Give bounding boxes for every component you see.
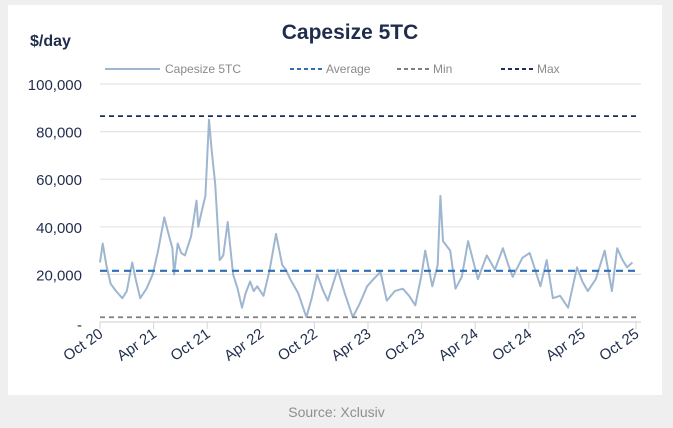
y-tick-label: 100,000 — [28, 77, 82, 94]
legend-label: Max — [537, 62, 560, 76]
y-axis-label: $/day — [30, 33, 71, 50]
series-line-capesize-5tc — [99, 118, 634, 319]
legend-label: Min — [433, 62, 452, 76]
legend-label: Average — [326, 62, 371, 76]
y-tick-label: 40,000 — [36, 220, 82, 237]
chart-title: Capesize 5TC — [282, 21, 419, 44]
y-tick-label: 60,000 — [36, 172, 82, 189]
source-note: Source: Xclusiv — [288, 404, 385, 420]
y-tick-label: 80,000 — [36, 125, 82, 142]
legend-label: Capesize 5TC — [165, 62, 241, 76]
y-tick-label: - — [77, 317, 82, 334]
legend: Capesize 5TC Average Min Max — [105, 62, 560, 76]
y-tick-label: 20,000 — [36, 267, 82, 284]
